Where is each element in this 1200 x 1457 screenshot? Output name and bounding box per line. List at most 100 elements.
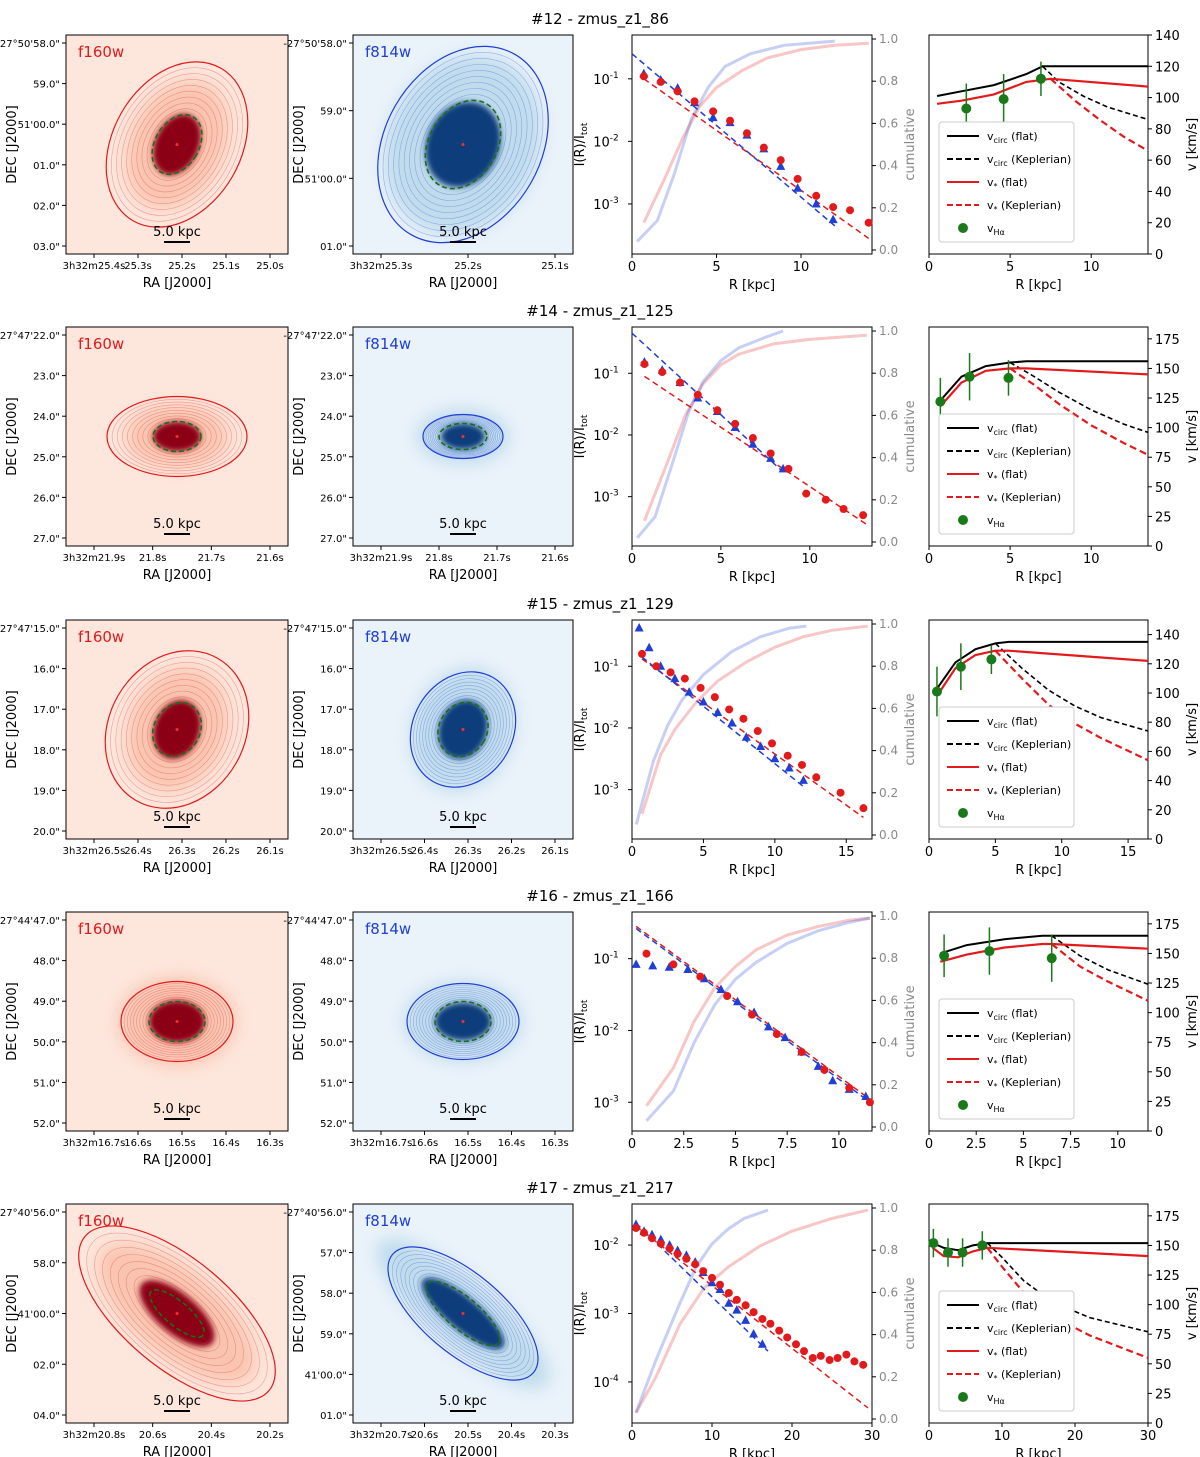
profile-point-red <box>846 206 855 215</box>
isophote-ring <box>136 685 218 774</box>
profile-point-red <box>859 1360 868 1369</box>
galaxy-center-marker <box>175 435 179 438</box>
vha-point <box>1035 73 1046 84</box>
profile-point-red <box>696 683 705 692</box>
band-label-blue: f814w <box>365 1212 411 1230</box>
cumulative-blue-line <box>636 39 835 243</box>
profile-point-red <box>816 1351 825 1360</box>
galaxy-center-marker <box>175 143 179 146</box>
profile-point-red <box>731 419 740 428</box>
ra-tick-label: 3h32m26.5s <box>350 846 413 857</box>
dec-tick-label: 25.0" <box>33 453 60 464</box>
rc-x-tick-label: 10 <box>994 1429 1011 1444</box>
rc-y-tick-label: 25 <box>1155 1095 1172 1110</box>
profile-point-red <box>710 693 719 702</box>
profile-fit-red <box>641 658 864 819</box>
isophote-ring <box>125 1268 229 1359</box>
dec-tick-label: 20.0" <box>320 827 347 838</box>
rc-x-tick-label: 10 <box>1110 1137 1127 1152</box>
dec-tick-label: -27°47'15.0" <box>0 624 60 635</box>
profile-y-tick-label: 10-3 <box>593 1306 619 1323</box>
dec-tick-label: 50.0" <box>320 1038 347 1049</box>
profile-y-tick-label: 10-2 <box>593 133 619 150</box>
cumulative-tick-label: 1.0 <box>879 324 898 338</box>
ra-tick-label: 21.8s <box>139 553 166 564</box>
dec-tick-label: 19.0" <box>320 786 347 797</box>
profile-y-axis-label: I(R)/Itot <box>573 1291 590 1335</box>
dec-tick-label: 25.0" <box>320 453 347 464</box>
profile-point-blue <box>811 198 821 208</box>
rc-y-tick-label: 175 <box>1155 1210 1180 1225</box>
dec-tick-label: 59.0" <box>320 107 347 118</box>
dec-tick-label: 17.0" <box>33 705 60 716</box>
galaxy-center-marker <box>461 143 465 146</box>
profile-y-axis-label: I(R)/Itot <box>573 707 590 751</box>
isophote-ring <box>139 994 215 1049</box>
dec-tick-label: -27°40'56.0" <box>0 1208 60 1219</box>
cumulative-axis-label: cumulative <box>903 108 918 180</box>
rc-y-tick-label: 0 <box>1155 1125 1163 1140</box>
profile-point-red <box>725 705 734 714</box>
scale-bar-label: 5.0 kpc <box>439 810 487 825</box>
rc-y-tick-label: 125 <box>1155 392 1180 407</box>
isophote-ring <box>122 404 232 469</box>
isophote-ring <box>422 993 504 1050</box>
dec-tick-label: 41'00.0" <box>305 1370 347 1381</box>
isophote-ring <box>102 1246 252 1381</box>
image-frame <box>352 326 574 547</box>
isophote-ring <box>434 698 492 761</box>
profile-point-red <box>696 972 705 981</box>
ra-tick-label: 21.7s <box>483 553 510 564</box>
ra-tick-label: 3h32m26.5s <box>63 846 126 857</box>
galaxy-row: #14 - zmus_z1_125 f160w 5.0 kpc -27°47'22.0… <box>0 302 1200 585</box>
profile-point-red <box>793 174 802 183</box>
cumulative-tick-label: 0.8 <box>879 1243 898 1257</box>
cumulative-tick-label: 0.6 <box>879 701 898 715</box>
rc-x-tick-label: 5 <box>1006 260 1014 275</box>
galaxy-center-marker <box>175 1020 179 1023</box>
dec-tick-label: 57.0" <box>320 1249 347 1260</box>
isophote-ring <box>116 401 238 472</box>
ra-tick-label: 21.7s <box>198 553 225 564</box>
profile-point-red <box>699 1267 708 1276</box>
dec-tick-label: 51'00.0" <box>18 120 60 131</box>
scale-bar-label: 5.0 kpc <box>439 1394 487 1409</box>
profile-point-red <box>821 495 830 504</box>
rc-y-tick-label: 40 <box>1155 185 1172 200</box>
isophote-ring <box>429 418 497 455</box>
effective-radius-ellipse <box>438 422 488 451</box>
profile-point-red <box>724 1288 733 1297</box>
cumulative-blue-line <box>634 624 807 825</box>
cumulative-tick-label: 0.8 <box>879 366 898 380</box>
profile-point-blue <box>713 707 723 717</box>
profile-point-blue <box>749 1329 759 1338</box>
legend-entry: vcirc (Keplerian) <box>987 738 1071 753</box>
dec-tick-label: 02.0" <box>33 1360 60 1371</box>
profile-point-red <box>642 949 651 958</box>
profile-point-red <box>639 72 648 81</box>
rc-y-tick-label: 25 <box>1155 510 1172 525</box>
profile-point-red <box>673 87 682 96</box>
profile-x-axis-label: R [kpc] <box>729 1155 775 1170</box>
isophote-ring <box>413 1269 513 1358</box>
vha-point <box>984 946 995 957</box>
vcirc-keplerian-line <box>1009 361 1149 434</box>
cumulative-tick-label: 1.0 <box>879 1201 898 1215</box>
rc-y-axis-label: v [km/s] <box>1185 410 1200 463</box>
ra-tick-label: 16.6s <box>124 1138 151 1149</box>
legend-swatch <box>958 1392 968 1402</box>
cumulative-axis-label: cumulative <box>903 985 918 1057</box>
vstar-keplerian-line <box>1049 77 1149 152</box>
dec-tick-label: 58.0" <box>33 1259 60 1270</box>
isophote-ring <box>416 678 510 781</box>
cumulative-tick-label: 0.8 <box>879 951 898 965</box>
dec-tick-label: 26.0" <box>320 493 347 504</box>
outer-aperture-ellipse <box>409 671 517 788</box>
dec-tick-label: 18.0" <box>320 746 347 757</box>
band-label-red: f160w <box>78 1212 124 1230</box>
isophote-ring <box>133 1275 221 1352</box>
profile-y-tick-label: 10-3 <box>593 782 619 799</box>
isophote-ring <box>428 997 498 1046</box>
profile-point-blue <box>631 959 641 968</box>
galaxy-center-marker <box>175 1312 179 1315</box>
